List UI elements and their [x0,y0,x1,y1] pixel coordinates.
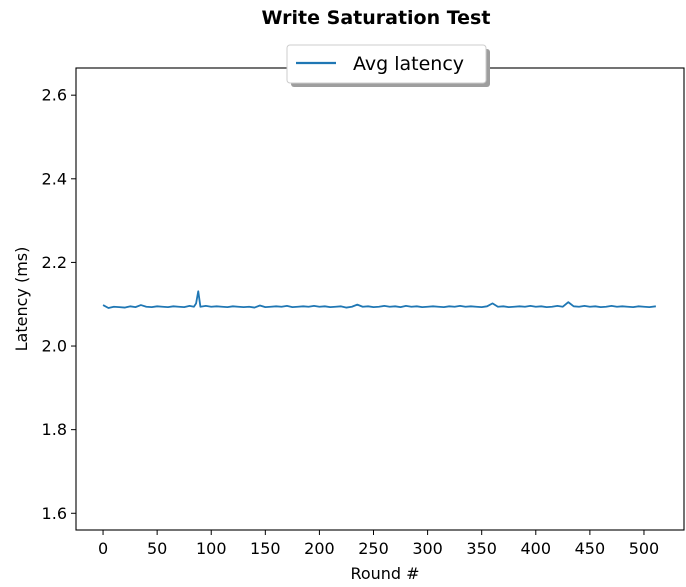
plot-area-frame [75,67,685,531]
y-tick-label: 2.2 [42,253,67,272]
chart-title: Write Saturation Test [262,7,491,29]
x-axis-label: Round # [350,564,419,583]
y-axis: 1.6 1.8 2.0 2.2 2.4 2.6 [42,86,76,523]
x-tick-label: 50 [147,539,167,558]
y-tick-label: 2.6 [42,86,67,105]
x-tick-label: 450 [575,539,606,558]
y-axis-label: Latency (ms) [12,247,31,352]
legend: Avg latency [286,44,490,87]
series-line-avg-latency [102,290,656,309]
y-tick-label: 1.8 [42,420,67,439]
x-tick-label: 300 [412,539,443,558]
x-tick-label: 350 [466,539,497,558]
legend-label: Avg latency [353,53,464,75]
y-tick-label: 2.0 [42,337,67,356]
x-tick-label: 150 [250,539,281,558]
y-tick-label: 2.4 [42,169,67,188]
x-tick-label: 0 [98,539,108,558]
legend-box [286,44,487,84]
y-tick-label: 1.6 [42,504,67,523]
x-tick-label: 400 [521,539,552,558]
x-axis: 0 50 100 150 200 250 300 350 400 450 500 [98,530,659,558]
x-tick-label: 100 [196,539,227,558]
x-tick-label: 500 [629,539,660,558]
series-layer [102,290,656,309]
x-tick-label: 250 [358,539,389,558]
x-tick-label: 200 [304,539,335,558]
